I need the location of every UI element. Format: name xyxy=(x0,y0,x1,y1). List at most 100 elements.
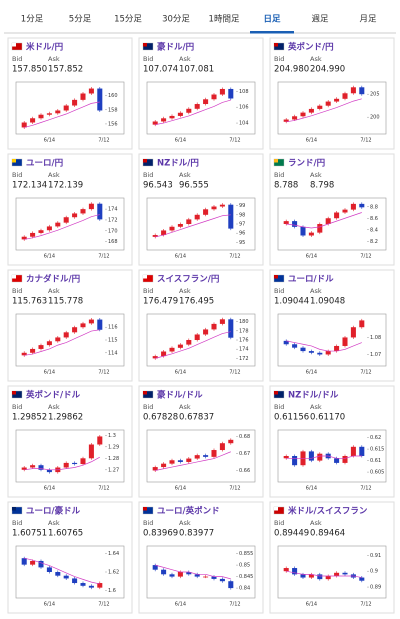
pair-name[interactable]: 豪ドル/円 xyxy=(157,42,194,53)
y-tick-label: 156 xyxy=(108,121,118,127)
candle-body xyxy=(325,218,331,224)
candle-body xyxy=(97,203,103,220)
candle-body xyxy=(194,574,200,577)
x-axis-label: 7/12 xyxy=(229,138,240,144)
candle-body xyxy=(80,323,86,328)
chart-frame xyxy=(15,197,125,251)
candle-body xyxy=(46,226,52,231)
candle-body xyxy=(152,467,158,471)
moving-average-line xyxy=(24,214,100,240)
candle-body xyxy=(46,113,52,115)
tab[interactable]: 1分足 xyxy=(21,15,44,25)
tab[interactable]: 月足 xyxy=(359,15,377,25)
candle-body xyxy=(228,204,234,229)
bid-label: Bid xyxy=(143,287,153,295)
x-axis-label: 6/14 xyxy=(175,486,186,492)
pair-name[interactable]: 豪ドル/ドル xyxy=(157,390,203,401)
x-axis-label: 6/14 xyxy=(306,602,317,608)
candle-body xyxy=(308,108,314,113)
candle-body xyxy=(219,88,225,95)
candle-body xyxy=(38,560,44,568)
tab[interactable]: 5分足 xyxy=(69,15,92,25)
candle-body xyxy=(334,345,340,352)
currency-card[interactable]: NZドル/円 Bid Ask 96.543 96.555 99 98 97 96 95 6/14 7/… xyxy=(138,153,264,266)
moving-average-line xyxy=(286,212,362,229)
candle-body xyxy=(342,337,348,346)
candle-body xyxy=(203,329,209,335)
candle-body xyxy=(186,219,192,224)
candle-body xyxy=(300,112,306,117)
candle-body xyxy=(30,232,36,237)
ask-label: Ask xyxy=(310,519,322,527)
candle-body xyxy=(308,451,314,461)
candle-body xyxy=(219,204,225,207)
candle-body xyxy=(203,99,209,105)
x-axis-label: 7/12 xyxy=(360,370,371,376)
candle-body xyxy=(72,99,78,106)
flag-icon-detail xyxy=(12,507,16,511)
y-tick-label: 104 xyxy=(239,121,249,127)
flag-icon-detail xyxy=(12,391,16,395)
y-tick-label: 0.9 xyxy=(370,569,378,575)
candle-body xyxy=(38,465,44,470)
tab[interactable]: 日足 xyxy=(263,15,281,25)
pair-name[interactable]: 米ドル/円 xyxy=(26,42,63,53)
candle-body xyxy=(283,119,289,122)
ask-value: 1.60765 xyxy=(48,529,83,539)
pair-name[interactable]: ユーロ/豪ドル xyxy=(26,506,81,517)
x-axis-label: 6/14 xyxy=(175,370,186,376)
x-axis-label: 6/14 xyxy=(306,370,317,376)
y-tick-label: 1.07 xyxy=(370,352,381,358)
pair-name[interactable]: カナダドル/円 xyxy=(26,274,80,285)
pair-name[interactable]: ユーロ/ドル xyxy=(288,275,334,285)
x-axis-label: 7/12 xyxy=(98,602,109,608)
candle-body xyxy=(161,118,167,122)
pair-name[interactable]: 米ドル/スイスフラン xyxy=(288,506,368,517)
candle-body xyxy=(300,574,306,578)
currency-card[interactable]: ランド/円 Bid Ask 8.788 8.798 8.8 8.6 8.4 8.2 6/14 7/1… xyxy=(269,153,395,266)
flag-icon-detail xyxy=(274,391,278,395)
tab[interactable]: 1時間足 xyxy=(209,15,240,25)
pair-name[interactable]: ランド/円 xyxy=(288,159,325,169)
pair-name[interactable]: NZドル/ドル xyxy=(288,391,339,401)
candle-body xyxy=(30,118,36,123)
pair-name[interactable]: ユーロ/英ポンド xyxy=(157,506,220,517)
candle-body xyxy=(161,351,167,357)
tab[interactable]: 30分足 xyxy=(162,15,190,25)
ask-label: Ask xyxy=(48,287,60,295)
candle-body xyxy=(292,568,298,575)
ask-label: Ask xyxy=(179,287,191,295)
pair-name[interactable]: 英ポンド/円 xyxy=(287,42,334,53)
pair-name[interactable]: ユーロ/円 xyxy=(26,159,63,169)
candle-body xyxy=(30,560,36,565)
ask-label: Ask xyxy=(48,519,60,527)
bid-label: Bid xyxy=(274,287,284,295)
candle-body xyxy=(211,450,217,457)
pair-name[interactable]: NZドル/円 xyxy=(157,159,199,169)
tab[interactable]: 15分足 xyxy=(114,15,142,25)
candle-body xyxy=(325,351,331,355)
flag-icon-detail xyxy=(143,275,147,279)
candle-body xyxy=(334,98,340,102)
x-axis-label: 6/14 xyxy=(175,254,186,260)
candle-body xyxy=(186,458,192,462)
bid-label: Bid xyxy=(12,287,22,295)
pair-name[interactable]: 英ポンド/ドル xyxy=(25,390,81,401)
tab[interactable]: 週足 xyxy=(311,15,329,25)
x-axis-label: 6/14 xyxy=(175,138,186,144)
flag-icon-detail xyxy=(143,507,147,511)
pair-name[interactable]: スイスフラン/円 xyxy=(157,275,219,285)
